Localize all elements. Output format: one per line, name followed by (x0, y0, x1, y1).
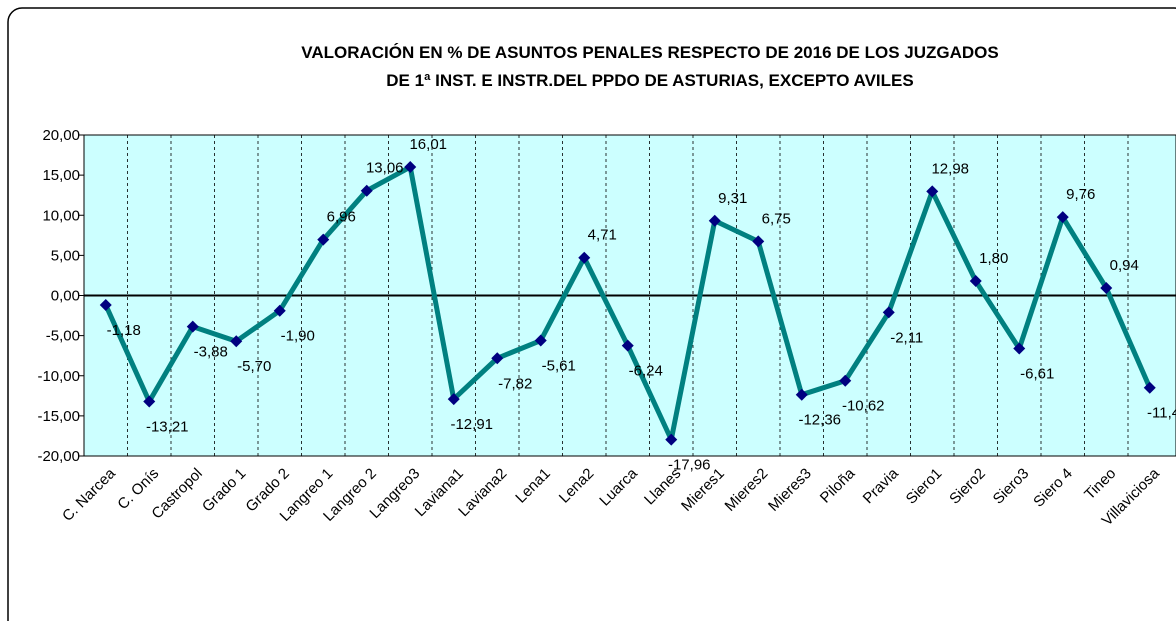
data-point (882, 306, 895, 319)
data-point (665, 433, 678, 446)
data-point (317, 233, 330, 246)
y-tick-label: 20,00 (42, 127, 80, 144)
data-point (99, 298, 112, 311)
data-label: -11,49 (1147, 405, 1176, 422)
data-label: -3,88 (194, 344, 228, 361)
data-point (273, 304, 286, 317)
data-label: 0,94 (1110, 257, 1139, 274)
data-point (230, 335, 243, 348)
data-label: 12,98 (931, 160, 969, 177)
data-point (578, 251, 591, 264)
data-point (143, 395, 156, 408)
data-label: 1,80 (979, 250, 1008, 267)
y-tick-label: -10,00 (37, 368, 80, 385)
data-point (491, 352, 504, 365)
data-point (621, 339, 634, 352)
data-label: -5,61 (542, 358, 576, 375)
data-point (404, 161, 417, 174)
y-tick-label: 5,00 (51, 247, 80, 264)
data-point (1056, 211, 1069, 224)
data-label: -12,36 (798, 412, 841, 429)
data-label: -1,18 (107, 322, 141, 339)
data-point (795, 388, 808, 401)
chart-title: VALORACIÓN EN % DE ASUNTOS PENALES RESPE… (301, 43, 998, 62)
data-point (1143, 381, 1156, 394)
data-label: 9,76 (1066, 186, 1095, 203)
chart-title: DE 1ª INST. E INSTR.DEL PPDO DE ASTURIAS… (386, 71, 913, 90)
y-tick-label: -20,00 (37, 448, 80, 465)
data-label: -7,82 (498, 375, 532, 392)
y-tick-label: 0,00 (51, 288, 80, 305)
data-point (186, 320, 199, 333)
data-label: -17,96 (668, 457, 711, 474)
data-label: -1,90 (281, 328, 315, 345)
data-point (1013, 342, 1026, 355)
data-label: 13,06 (366, 160, 404, 177)
data-label: -13,21 (146, 419, 189, 436)
data-point (534, 334, 547, 347)
y-tick-label: 15,00 (42, 167, 80, 184)
data-point (752, 235, 765, 248)
data-label: -5,70 (237, 358, 271, 375)
data-label: -2,11 (890, 329, 923, 346)
data-label: -12,91 (450, 416, 493, 433)
data-label: 4,71 (588, 227, 617, 244)
data-label: -10,62 (842, 398, 885, 415)
data-point (360, 184, 373, 197)
data-point (708, 214, 721, 227)
data-point (839, 374, 852, 387)
data-point (1100, 281, 1113, 294)
data-label: -6,24 (629, 363, 663, 380)
data-label: -6,61 (1020, 366, 1054, 383)
data-label: 9,31 (718, 190, 747, 207)
data-point (926, 185, 939, 198)
data-point (969, 275, 982, 288)
y-tick-label: 10,00 (42, 207, 80, 224)
data-point (447, 393, 460, 406)
y-tick-label: -15,00 (37, 408, 80, 425)
y-tick-label: -5,00 (46, 328, 80, 345)
data-label: 6,96 (327, 209, 356, 226)
data-label: 16,01 (409, 136, 447, 153)
data-label: 6,75 (762, 210, 791, 227)
